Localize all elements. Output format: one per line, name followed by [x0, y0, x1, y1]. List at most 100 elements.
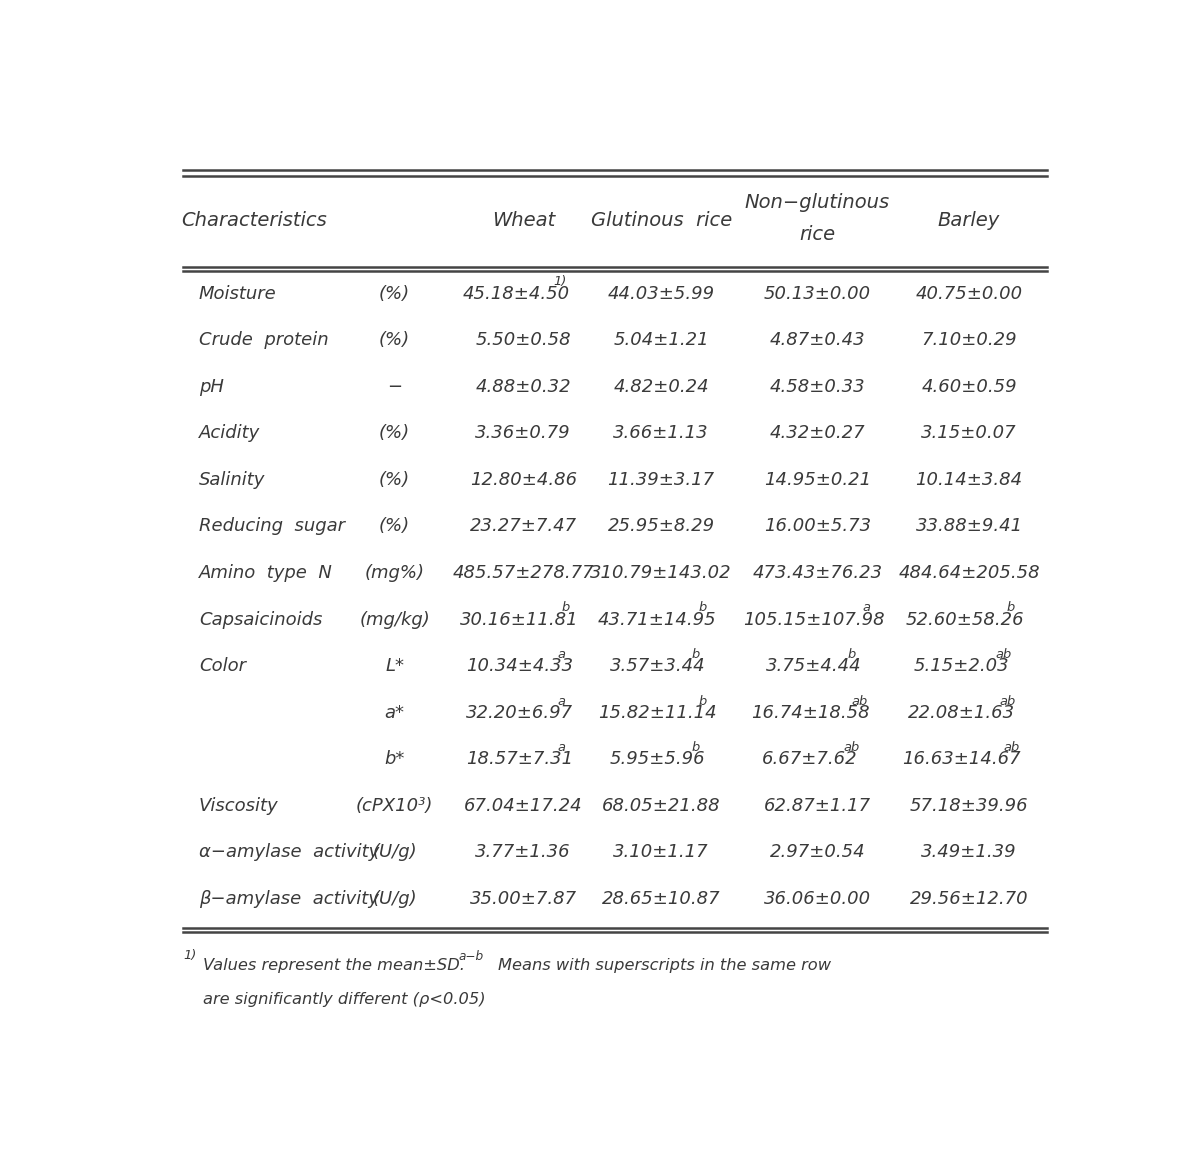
Text: 28.65±10.87: 28.65±10.87 [601, 890, 720, 908]
Text: Non−glutinous: Non−glutinous [745, 193, 890, 212]
Text: 18.57±7.31: 18.57±7.31 [466, 750, 573, 769]
Text: b: b [691, 741, 700, 754]
Text: (%): (%) [380, 471, 410, 488]
Text: 10.34±4.33: 10.34±4.33 [466, 657, 573, 675]
Text: (%): (%) [380, 518, 410, 535]
Text: a: a [862, 601, 871, 614]
Text: (U/g): (U/g) [372, 890, 417, 908]
Text: −: − [387, 378, 402, 395]
Text: Reducing  sugar: Reducing sugar [199, 518, 345, 535]
Text: 52.60±58.26: 52.60±58.26 [906, 611, 1025, 628]
Text: 62.87±1.17: 62.87±1.17 [764, 797, 871, 815]
Text: 484.64±205.58: 484.64±205.58 [898, 564, 1040, 582]
Text: Capsaicinoids: Capsaicinoids [199, 611, 323, 628]
Text: pH: pH [199, 378, 224, 395]
Text: Amino  type  N: Amino type N [199, 564, 333, 582]
Text: 50.13±0.00: 50.13±0.00 [764, 285, 871, 302]
Text: 16.74±18.58: 16.74±18.58 [751, 704, 869, 722]
Text: Barley: Barley [938, 211, 1000, 229]
Text: b: b [699, 694, 707, 707]
Text: 57.18±39.96: 57.18±39.96 [910, 797, 1028, 815]
Text: (cPX10³): (cPX10³) [356, 797, 433, 815]
Text: 4.60±0.59: 4.60±0.59 [922, 378, 1016, 395]
Text: 6.67±7.62: 6.67±7.62 [763, 750, 857, 769]
Text: 10.14±3.84: 10.14±3.84 [916, 471, 1022, 488]
Text: 32.20±6.97: 32.20±6.97 [466, 704, 573, 722]
Text: b: b [1007, 601, 1015, 614]
Text: b: b [848, 648, 856, 661]
Text: are significantly different (ρ<0.05): are significantly different (ρ<0.05) [204, 992, 486, 1007]
Text: Viscosity: Viscosity [199, 797, 279, 815]
Text: 11.39±3.17: 11.39±3.17 [607, 471, 715, 488]
Text: ab: ab [1003, 741, 1020, 754]
Text: b: b [691, 648, 700, 661]
Text: Crude  protein: Crude protein [199, 331, 329, 349]
Text: rice: rice [799, 224, 835, 244]
Text: (%): (%) [380, 424, 410, 442]
Text: 3.15±0.07: 3.15±0.07 [922, 424, 1016, 442]
Text: Characteristics: Characteristics [181, 211, 327, 229]
Text: a*: a* [384, 704, 404, 722]
Text: 4.58±0.33: 4.58±0.33 [770, 378, 866, 395]
Text: 3.75±4.44: 3.75±4.44 [766, 657, 861, 675]
Text: Moisture: Moisture [199, 285, 276, 302]
Text: b*: b* [384, 750, 404, 769]
Text: 473.43±76.23: 473.43±76.23 [752, 564, 882, 582]
Text: 30.16±11.81: 30.16±11.81 [460, 611, 579, 628]
Text: 44.03±5.99: 44.03±5.99 [607, 285, 715, 302]
Text: (%): (%) [380, 331, 410, 349]
Text: 1): 1) [554, 276, 567, 288]
Text: (%): (%) [380, 285, 410, 302]
Text: 43.71±14.95: 43.71±14.95 [598, 611, 716, 628]
Text: Salinity: Salinity [199, 471, 266, 488]
Text: 22.08±1.63: 22.08±1.63 [908, 704, 1015, 722]
Text: 35.00±7.87: 35.00±7.87 [470, 890, 576, 908]
Text: a: a [557, 694, 566, 707]
Text: 14.95±0.21: 14.95±0.21 [764, 471, 871, 488]
Text: 40.75±0.00: 40.75±0.00 [916, 285, 1022, 302]
Text: 4.32±0.27: 4.32±0.27 [770, 424, 866, 442]
Text: b: b [699, 601, 707, 614]
Text: 4.88±0.32: 4.88±0.32 [476, 378, 572, 395]
Text: a−b: a−b [459, 950, 484, 963]
Text: Means with superscripts in the same row: Means with superscripts in the same row [498, 957, 830, 972]
Text: 3.77±1.36: 3.77±1.36 [476, 843, 572, 862]
Text: 5.50±0.58: 5.50±0.58 [476, 331, 572, 349]
Text: ab: ab [995, 648, 1012, 661]
Text: 33.88±9.41: 33.88±9.41 [916, 518, 1022, 535]
Text: 25.95±8.29: 25.95±8.29 [607, 518, 715, 535]
Text: 4.82±0.24: 4.82±0.24 [613, 378, 709, 395]
Text: Glutinous  rice: Glutinous rice [591, 211, 732, 229]
Text: a: a [557, 741, 566, 754]
Text: 16.00±5.73: 16.00±5.73 [764, 518, 871, 535]
Text: α−amylase  activity: α−amylase activity [199, 843, 380, 862]
Text: ab: ab [1000, 694, 1015, 707]
Text: 3.10±1.17: 3.10±1.17 [613, 843, 709, 862]
Text: 5.15±2.03: 5.15±2.03 [914, 657, 1009, 675]
Text: a: a [557, 648, 566, 661]
Text: 45.18±4.50: 45.18±4.50 [463, 285, 569, 302]
Text: b: b [561, 601, 569, 614]
Text: β−amylase  activity: β−amylase activity [199, 890, 378, 908]
Text: 36.06±0.00: 36.06±0.00 [764, 890, 871, 908]
Text: (mg%): (mg%) [364, 564, 425, 582]
Text: 5.04±1.21: 5.04±1.21 [613, 331, 709, 349]
Text: 310.79±143.02: 310.79±143.02 [591, 564, 732, 582]
Text: Wheat: Wheat [492, 211, 555, 229]
Text: 485.57±278.77: 485.57±278.77 [452, 564, 594, 582]
Text: (mg/kg): (mg/kg) [359, 611, 431, 628]
Text: 3.57±3.44: 3.57±3.44 [610, 657, 706, 675]
Text: 29.56±12.70: 29.56±12.70 [910, 890, 1028, 908]
Text: 3.36±0.79: 3.36±0.79 [476, 424, 572, 442]
Text: 23.27±7.47: 23.27±7.47 [470, 518, 576, 535]
Text: 16.63±14.67: 16.63±14.67 [903, 750, 1021, 769]
Text: (U/g): (U/g) [372, 843, 417, 862]
Text: ab: ab [844, 741, 860, 754]
Text: 67.04±17.24: 67.04±17.24 [464, 797, 582, 815]
Text: 5.95±5.96: 5.95±5.96 [610, 750, 706, 769]
Text: 3.66±1.13: 3.66±1.13 [613, 424, 709, 442]
Text: ab: ab [852, 694, 868, 707]
Text: 1): 1) [183, 949, 197, 962]
Text: Acidity: Acidity [199, 424, 260, 442]
Text: 7.10±0.29: 7.10±0.29 [922, 331, 1016, 349]
